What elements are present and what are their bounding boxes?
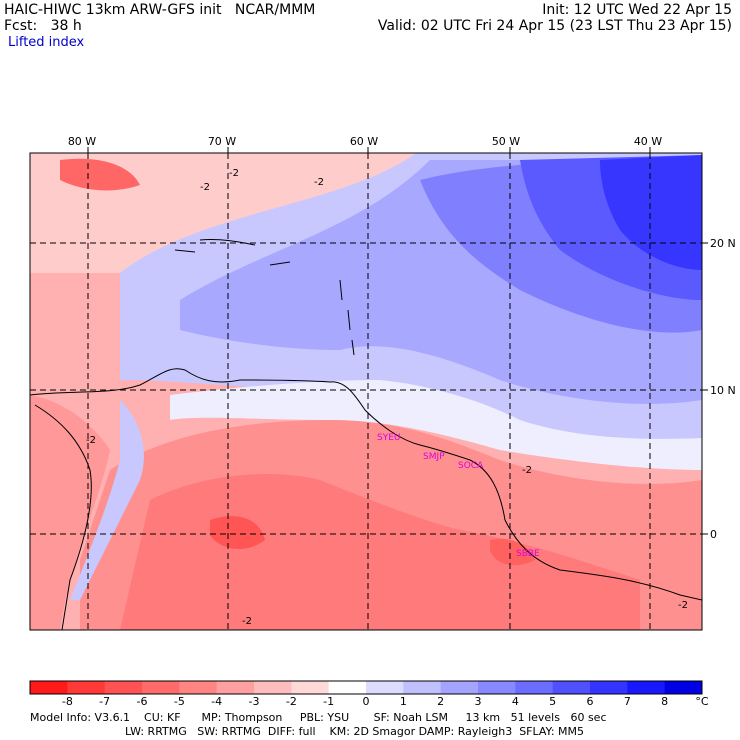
station-label: SOCA — [458, 461, 484, 471]
colorbar-tick-label: 2 — [437, 695, 445, 708]
colorbar-swatch — [478, 681, 516, 694]
colorbar-tick-label: -5 — [173, 695, 185, 708]
station-label: SYEU — [377, 433, 400, 443]
colorbar — [29, 680, 703, 695]
forecast-hour: Fcst: 38 h — [4, 18, 82, 34]
colorbar-tick-label: -7 — [99, 695, 111, 708]
colorbar-swatch — [403, 681, 442, 694]
lat-label: 0 — [710, 528, 717, 541]
lon-label: 70 W — [208, 135, 236, 148]
colorbar-swatch — [179, 681, 218, 694]
colorbar-swatch — [366, 681, 404, 694]
colorbar-tick-label: -4 — [211, 695, 223, 708]
lon-label: 50 W — [492, 135, 520, 148]
station-label: SBBE — [516, 549, 540, 559]
colorbar-tick-label: 6 — [586, 695, 594, 708]
axis-ticks — [87, 147, 708, 535]
model-title: HAIC-HIWC 13km ARW-GFS init NCAR/MMM — [4, 2, 316, 18]
colorbar-swatch — [291, 681, 330, 694]
contour-label: -2 — [229, 168, 239, 179]
contour-label: -2 — [200, 182, 210, 193]
colorbar-swatch — [30, 681, 68, 694]
contour-label: -2 — [314, 177, 324, 188]
map-frame — [29, 152, 703, 631]
colorbar-tick-label: 3 — [474, 695, 482, 708]
colorbar-tick-label: -8 — [61, 695, 73, 708]
colorbar-unit: °C — [695, 695, 709, 708]
colorbar-swatch — [440, 681, 479, 694]
map-field — [30, 153, 702, 630]
colorbar-swatch — [664, 681, 703, 694]
colorbar-swatch — [627, 681, 666, 694]
colorbar-tick-label: -1 — [323, 695, 335, 708]
colorbar-tick-label: -2 — [285, 695, 297, 708]
colorbar-swatch — [328, 681, 367, 694]
coastlines — [30, 239, 702, 630]
colorbar-frame — [29, 680, 703, 695]
lat-label: 20 N — [710, 237, 736, 250]
colorbar-tick-label: 7 — [623, 695, 631, 708]
contour-label: -2 — [522, 465, 532, 476]
colorbar-swatch — [590, 681, 628, 694]
field-name: Lifted index — [8, 35, 85, 50]
lon-label: 40 W — [634, 135, 662, 148]
colorbar-tick-label: 8 — [661, 695, 669, 708]
colorbar-swatch — [216, 681, 255, 694]
colorbar-swatch — [67, 681, 106, 694]
colorbar-swatch — [552, 681, 591, 694]
colorbar-swatch — [515, 681, 554, 694]
init-time: Init: 12 UTC Wed 22 Apr 15 — [542, 2, 732, 18]
colorbar-tick-label: -6 — [136, 695, 148, 708]
lon-label: 80 W — [68, 135, 96, 148]
contour-label: -2 — [86, 435, 96, 446]
colorbar-tick-label: 1 — [399, 695, 407, 708]
lat-label: 10 N — [710, 384, 736, 397]
graticule — [30, 153, 702, 630]
colorbar-tick-label: 0 — [362, 695, 370, 708]
colorbar-swatch — [254, 681, 292, 694]
model-info-line2: LW: RRTMG SW: RRTMG DIFF: full KM: 2D Sm… — [125, 725, 585, 738]
lon-label: 60 W — [350, 135, 378, 148]
contour-label: -2 — [242, 616, 252, 627]
valid-time: Valid: 02 UTC Fri 24 Apr 15 (23 LST Thu … — [377, 18, 732, 34]
station-label: SMJP — [423, 452, 445, 462]
colorbar-swatch — [142, 681, 180, 694]
model-info-line1: Model Info: V3.6.1 CU: KF MP: Thompson P… — [30, 711, 607, 724]
contour-label: -2 — [678, 600, 688, 611]
colorbar-tick-label: -3 — [248, 695, 260, 708]
colorbar-tick-label: 5 — [549, 695, 557, 708]
colorbar-tick-label: 4 — [511, 695, 519, 708]
colorbar-swatch — [104, 681, 143, 694]
